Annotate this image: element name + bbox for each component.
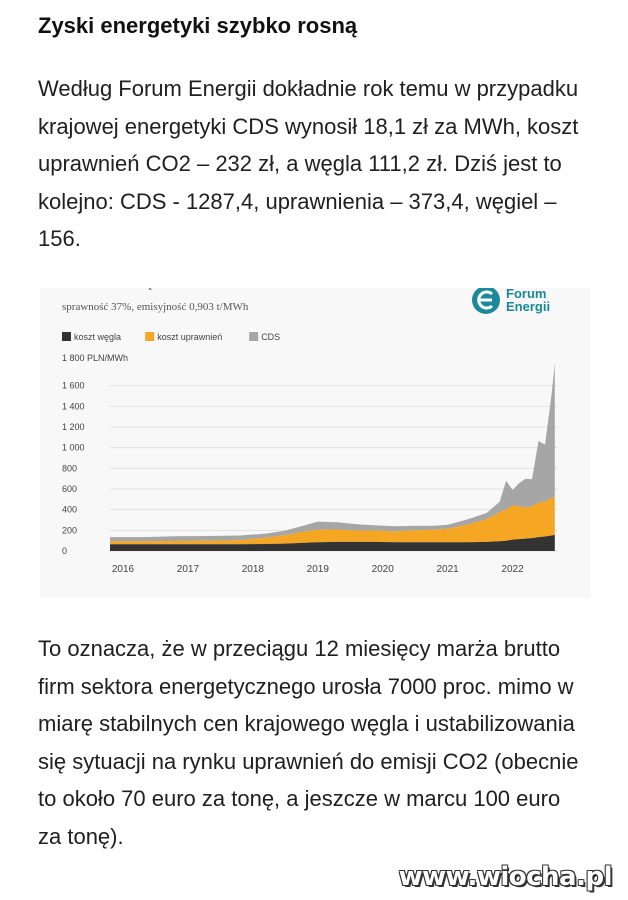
x-tick-label: 2020 [372, 564, 395, 575]
legend-swatch-2 [249, 332, 259, 341]
x-tick-label: 2021 [436, 564, 459, 575]
chart-subtitle: sprawność 37%, emisyjność 0,903 t/MWh [62, 301, 249, 313]
y-tick-label: 1 600 [62, 381, 85, 391]
forum-energii-logo: Forum Energii [472, 288, 550, 314]
y-tick-label: 400 [62, 505, 77, 515]
x-tick-label: 2019 [307, 564, 330, 575]
y-tick-label: 200 [62, 525, 77, 535]
y-tick-label: 800 [62, 463, 77, 473]
intro-paragraph: Według Forum Energii dokładnie rok temu … [38, 76, 579, 251]
logo-line1: Forum [506, 288, 546, 301]
x-tick-label: 2022 [501, 564, 524, 575]
x-tick-label: 2017 [177, 564, 200, 575]
chart-legend: koszt węgla koszt uprawnień CDS [62, 332, 280, 342]
logo-glyph [477, 290, 493, 310]
area-CDS [110, 363, 555, 542]
y-axis-ticks: 0 200 400 600 800 1 000 1 200 1 400 1 600 [62, 381, 85, 556]
y-tick-label: 1 000 [62, 443, 85, 453]
y-tick-label: 1 200 [62, 422, 85, 432]
x-tick-label: 2018 [242, 564, 265, 575]
x-axis-ticks: 2016 2017 2018 2019 2020 2021 2022 [112, 564, 524, 575]
legend-label-2: CDS [261, 332, 280, 342]
legend-label-1: koszt uprawnień [157, 332, 222, 342]
chart-areas [110, 363, 555, 551]
headline: Zyski energetyki szybko rosną [38, 13, 358, 38]
y-tick-label: 600 [62, 484, 77, 494]
legend-swatch-0 [62, 332, 71, 341]
logo-line2: Energii [506, 299, 550, 314]
legend-swatch-1 [145, 332, 155, 341]
y-tick-label: 1 400 [62, 401, 85, 411]
x-tick-label: 2016 [112, 564, 135, 575]
cds-chart: Clean Dark Spread – indeks BASE_Y-1 spra… [62, 288, 558, 575]
legend-label-0: koszt węgla [74, 332, 121, 342]
y-tick-label: 0 [62, 546, 67, 556]
site-watermark: www.wiocha.pl [398, 862, 613, 892]
chart-title: Clean Dark Spread – indeks BASE_Y-1 [62, 288, 318, 290]
conclusion-paragraph: To oznacza, że w przeciągu 12 miesięcy m… [38, 636, 579, 849]
y-axis-unit-label: 1 800 PLN/MWh [62, 353, 128, 363]
chart-image: Clean Dark Spread – indeks BASE_Y-1 spra… [40, 288, 590, 598]
area-koszt-uprawnień [110, 496, 555, 545]
area-koszt-węgla [110, 534, 555, 551]
